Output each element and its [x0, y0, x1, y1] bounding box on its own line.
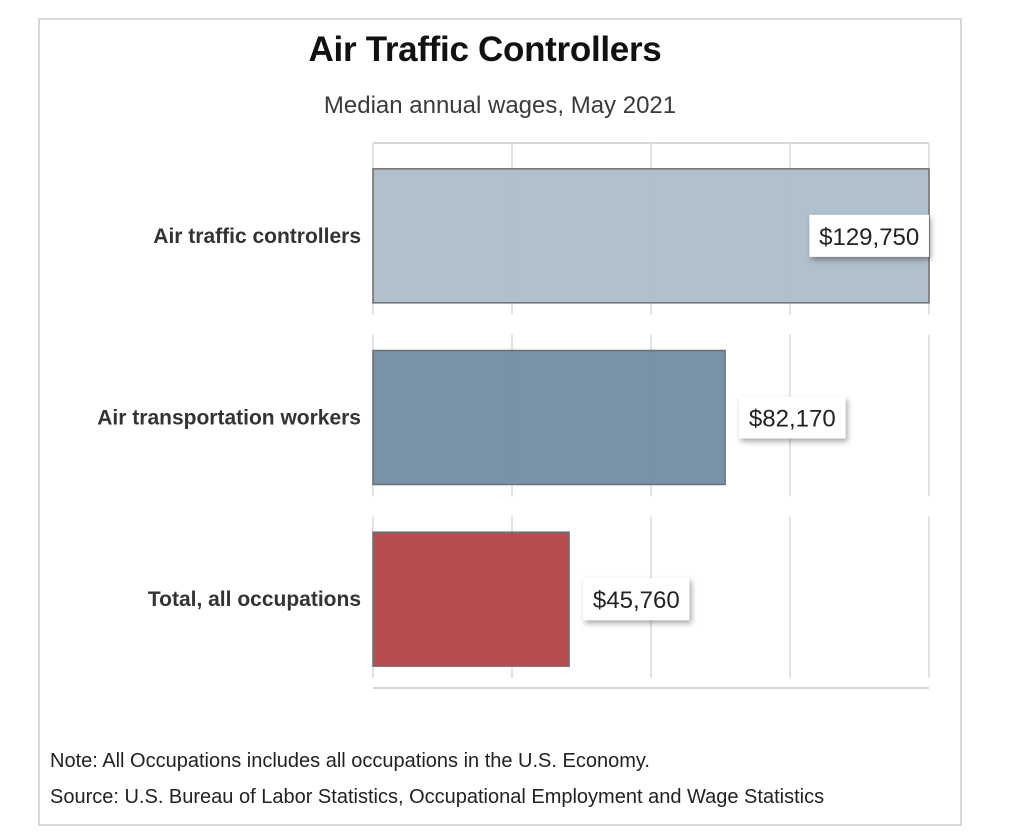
- value-label-box: $82,170: [739, 396, 846, 439]
- bar-2: [372, 349, 726, 486]
- chart-subtitle: Median annual wages, May 2021: [323, 92, 677, 119]
- bar-3: [372, 531, 570, 667]
- chart-title: Air Traffic Controllers: [308, 30, 662, 69]
- value-label-box: $45,760: [583, 578, 690, 621]
- bars: [372, 168, 930, 667]
- value-label-background: [583, 578, 690, 621]
- footnote: Note: All Occupations includes all occup…: [50, 750, 650, 772]
- value-label: $45,760: [593, 587, 680, 614]
- value-label-box: $129,750: [809, 214, 929, 257]
- category-label: Air traffic controllers: [153, 225, 361, 248]
- value-label: $129,750: [819, 224, 919, 251]
- source-note: Source: U.S. Bureau of Labor Statistics,…: [50, 786, 825, 808]
- value-label: $82,170: [749, 406, 836, 433]
- category-label: Air transportation workers: [97, 407, 361, 430]
- value-label-background: [739, 396, 846, 439]
- category-label: Total, all occupations: [148, 588, 361, 611]
- labels: Air traffic controllers $129,750 Air trans…: [97, 214, 929, 621]
- value-label-background: [809, 214, 929, 257]
